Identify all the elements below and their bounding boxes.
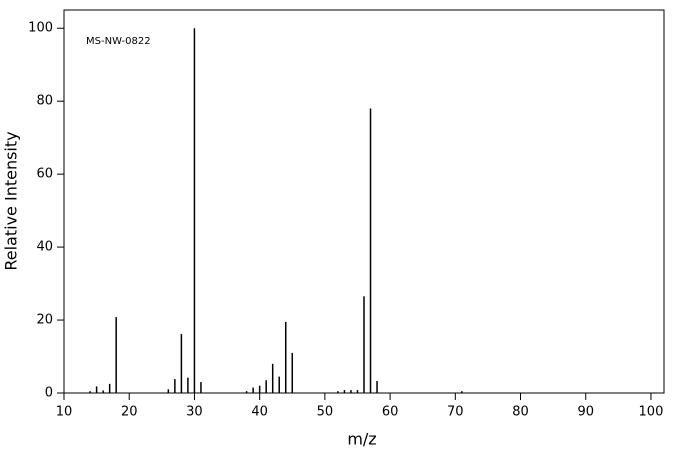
x-tick-label: 40 xyxy=(251,405,268,420)
x-tick-label: 50 xyxy=(317,405,334,420)
x-tick-label: 10 xyxy=(56,405,73,420)
x-tick-label: 60 xyxy=(382,405,399,420)
y-tick-label: 40 xyxy=(36,240,53,255)
x-tick-label: 100 xyxy=(639,405,664,420)
y-tick-label: 100 xyxy=(28,21,53,36)
y-tick-label: 60 xyxy=(36,167,53,182)
y-axis-label: Relative Intensity xyxy=(2,131,21,270)
x-axis-label: m/z xyxy=(347,430,376,449)
x-tick-label: 30 xyxy=(186,405,203,420)
x-tick-label: 80 xyxy=(512,405,529,420)
x-tick-label: 20 xyxy=(121,405,138,420)
y-tick-label: 0 xyxy=(45,386,53,401)
x-tick-label: 90 xyxy=(577,405,594,420)
annotation: MS-NW-0822 xyxy=(86,36,151,47)
x-tick-label: 70 xyxy=(447,405,464,420)
y-tick-label: 20 xyxy=(36,313,53,328)
y-tick-label: 80 xyxy=(36,94,53,109)
